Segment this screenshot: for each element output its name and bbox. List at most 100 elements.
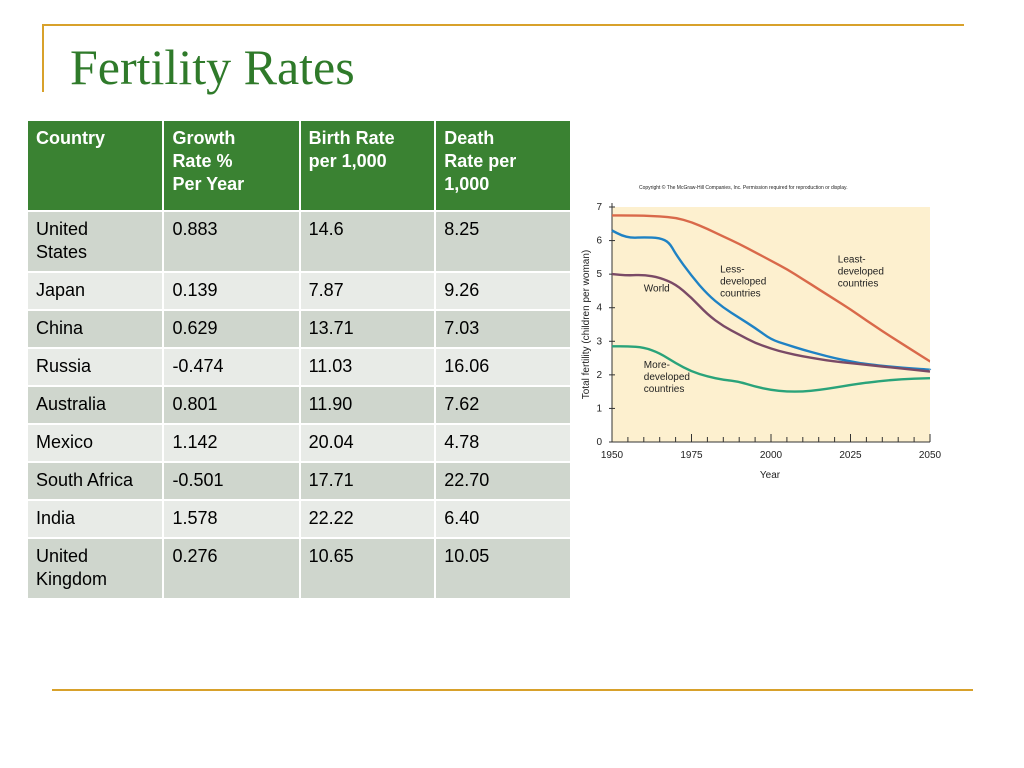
y-tick-label: 3 (596, 336, 602, 347)
cell-birth: 7.87 (298, 271, 437, 311)
cell-death: 6.40 (434, 499, 572, 539)
cell-death: 7.62 (434, 385, 572, 425)
header-birth-rate: Birth Rate per 1,000 (298, 119, 437, 212)
header-country-line: Country (36, 128, 105, 148)
cell-text: States (36, 242, 88, 262)
cell-death: 8.25 (434, 210, 572, 273)
table-row: United Kingdom 0.276 10.65 10.05 (25, 537, 572, 600)
series-annotation: More- (644, 360, 670, 371)
cell-text: China (36, 318, 84, 338)
plot-background (612, 207, 930, 442)
cell-text: 13.71 (308, 318, 354, 338)
cell-growth: 0.629 (162, 309, 301, 349)
table-row: China 0.629 13.71 7.03 (25, 309, 572, 349)
table-row: Russia -0.474 11.03 16.06 (25, 347, 572, 387)
x-tick-label: 1950 (601, 450, 624, 461)
cell-birth: 14.6 (298, 210, 437, 273)
cell-text: 7.03 (444, 318, 480, 338)
cell-death: 10.05 (434, 537, 572, 600)
y-tick-label: 1 (596, 403, 602, 414)
bottom-border-line (52, 689, 973, 691)
cell-text: 11.03 (308, 356, 353, 376)
cell-text: 11.90 (308, 394, 353, 414)
table-row: Mexico 1.142 20.04 4.78 (25, 423, 572, 463)
x-tick-label: 1975 (680, 450, 703, 461)
chart-copyright: Copyright © The McGraw-Hill Companies, I… (639, 184, 848, 191)
table-row: Japan 0.139 7.87 9.26 (25, 271, 572, 311)
header-birth-line-1: Birth Rate (308, 128, 395, 148)
header-growth-line-3: Per Year (172, 174, 245, 194)
series-annotation: countries (644, 384, 685, 395)
cell-text: 0.629 (172, 318, 218, 338)
fertility-chart-svg: Copyright © The McGraw-Hill Companies, I… (581, 184, 942, 481)
cell-text: Kingdom (36, 569, 108, 589)
y-tick-label: 4 (596, 303, 602, 314)
cell-text: 8.25 (444, 219, 480, 239)
cell-birth: 10.65 (298, 537, 437, 600)
cell-country: Japan (25, 271, 165, 311)
header-birth-line-2: per 1,000 (308, 151, 387, 171)
cell-birth: 11.90 (298, 385, 437, 425)
top-border-line (42, 24, 964, 26)
cell-text: 4.78 (444, 432, 480, 452)
cell-country: South Africa (25, 461, 165, 501)
y-axis-label: Total fertility (children per woman) (581, 250, 592, 400)
table-row: United States 0.883 14.6 8.25 (25, 210, 572, 273)
table-header-row: Country Growth Rate % Per Year Birth Rat… (25, 119, 572, 212)
x-tick-label: 2050 (919, 450, 942, 461)
cell-country: Australia (25, 385, 165, 425)
cell-growth: 1.142 (162, 423, 301, 463)
cell-birth: 17.71 (298, 461, 437, 501)
cell-text: South Africa (36, 470, 134, 490)
y-tick-label: 5 (596, 269, 602, 280)
x-axis-label: Year (760, 470, 781, 481)
cell-text: Mexico (36, 432, 94, 452)
cell-country: Russia (25, 347, 165, 387)
y-tick-label: 6 (596, 236, 602, 247)
cell-death: 16.06 (434, 347, 572, 387)
cell-text: -0.474 (172, 356, 224, 376)
cell-text: 7.62 (444, 394, 480, 414)
cell-text: 14.6 (308, 219, 344, 239)
header-death-line-2: Rate per (444, 151, 517, 171)
cell-text: 22.70 (444, 470, 490, 490)
cell-growth: 0.139 (162, 271, 301, 311)
cell-text: 0.883 (172, 219, 218, 239)
y-tick-label: 7 (596, 202, 602, 213)
cell-text: Russia (36, 356, 92, 376)
cell-text: 7.87 (308, 280, 344, 300)
series-annotation: Least- (838, 254, 866, 265)
cell-birth: 11.03 (298, 347, 437, 387)
cell-text: 17.71 (308, 470, 354, 490)
cell-text: United (36, 546, 89, 566)
cell-text: 10.05 (444, 546, 490, 566)
header-death-line-1: Death (444, 128, 495, 148)
cell-growth: 1.578 (162, 499, 301, 539)
cell-growth: 0.883 (162, 210, 301, 273)
cell-text: 22.22 (308, 508, 354, 528)
cell-country: China (25, 309, 165, 349)
header-country: Country (25, 119, 165, 212)
series-annotation: Less- (720, 264, 744, 275)
cell-text: 16.06 (444, 356, 490, 376)
x-tick-label: 2000 (760, 450, 783, 461)
fertility-table: Country Growth Rate % Per Year Birth Rat… (25, 119, 572, 600)
cell-death: 7.03 (434, 309, 572, 349)
table-row: India 1.578 22.22 6.40 (25, 499, 572, 539)
cell-text: 1.578 (172, 508, 218, 528)
cell-country: United States (25, 210, 165, 273)
cell-growth: 0.801 (162, 385, 301, 425)
cell-death: 9.26 (434, 271, 572, 311)
series-annotation: developed (838, 266, 884, 277)
cell-growth: 0.276 (162, 537, 301, 600)
cell-country: India (25, 499, 165, 539)
series-line (611, 272, 931, 373)
series-annotation: World (644, 284, 670, 295)
header-death-line-3: 1,000 (444, 174, 490, 194)
header-death-rate: Death Rate per 1,000 (434, 119, 572, 212)
series-line (611, 214, 931, 363)
table-row: South Africa -0.501 17.71 22.70 (25, 461, 572, 501)
cell-death: 22.70 (434, 461, 572, 501)
cell-text: Australia (36, 394, 107, 414)
header-growth-line-2: Rate % (172, 151, 233, 171)
